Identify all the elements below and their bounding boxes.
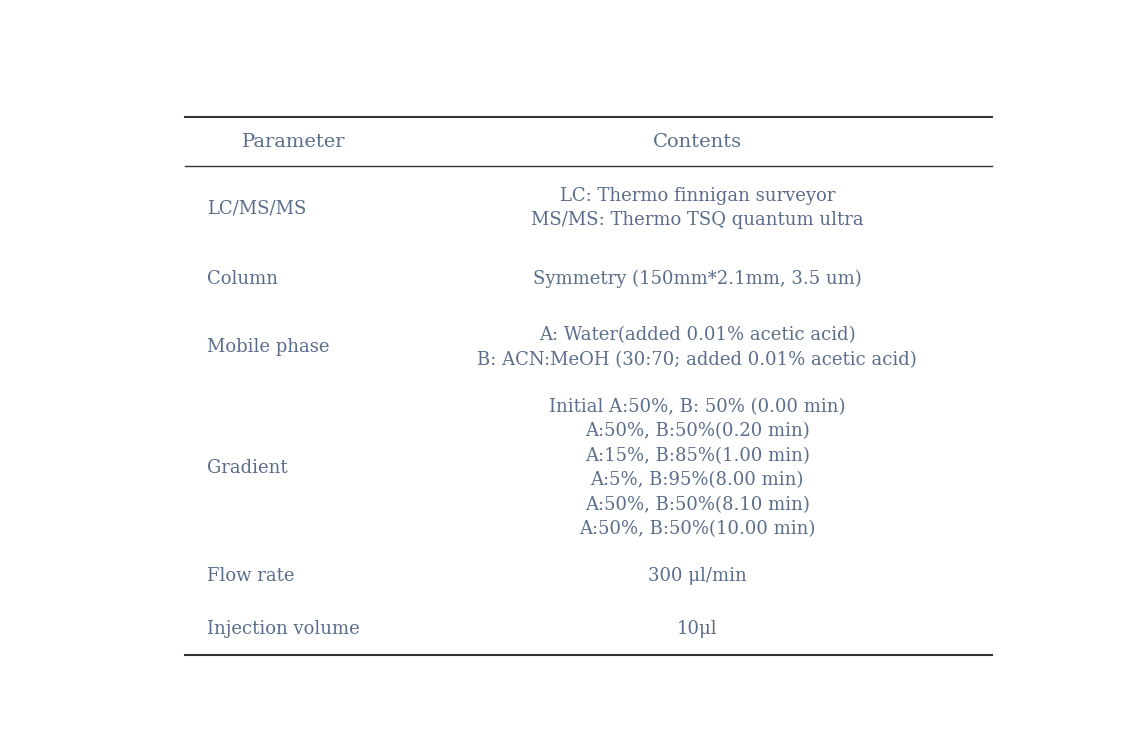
Text: Initial A:50%, B: 50% (0.00 min): Initial A:50%, B: 50% (0.00 min) xyxy=(549,398,846,416)
Text: A: Water(added 0.01% acetic acid): A: Water(added 0.01% acetic acid) xyxy=(539,327,855,344)
Text: Parameter: Parameter xyxy=(242,132,346,150)
Text: A:50%, B:50%(0.20 min): A:50%, B:50%(0.20 min) xyxy=(585,423,810,441)
Text: A:5%, B:95%(8.00 min): A:5%, B:95%(8.00 min) xyxy=(590,471,804,489)
Text: Contents: Contents xyxy=(653,132,742,150)
Text: Symmetry (150mm*2.1mm, 3.5 um): Symmetry (150mm*2.1mm, 3.5 um) xyxy=(533,270,862,289)
Text: Flow rate: Flow rate xyxy=(207,568,294,585)
Text: MS/MS: Thermo TSQ quantum ultra: MS/MS: Thermo TSQ quantum ultra xyxy=(530,212,864,229)
Text: Mobile phase: Mobile phase xyxy=(207,339,329,356)
Text: Injection volume: Injection volume xyxy=(207,620,360,638)
Text: A:50%, B:50%(10.00 min): A:50%, B:50%(10.00 min) xyxy=(579,520,815,538)
Text: A:15%, B:85%(1.00 min): A:15%, B:85%(1.00 min) xyxy=(585,447,810,465)
Text: Column: Column xyxy=(207,271,278,288)
Text: A:50%, B:50%(8.10 min): A:50%, B:50%(8.10 min) xyxy=(585,496,810,514)
Text: LC/MS/MS: LC/MS/MS xyxy=(207,199,307,217)
Text: B: ACN:MeOH (30:70; added 0.01% acetic acid): B: ACN:MeOH (30:70; added 0.01% acetic a… xyxy=(477,351,917,369)
Text: Gradient: Gradient xyxy=(207,459,287,477)
Text: LC: Thermo finnigan surveyor: LC: Thermo finnigan surveyor xyxy=(560,187,835,205)
Text: 300 μl/min: 300 μl/min xyxy=(648,568,746,585)
Text: 10μl: 10μl xyxy=(677,620,717,638)
